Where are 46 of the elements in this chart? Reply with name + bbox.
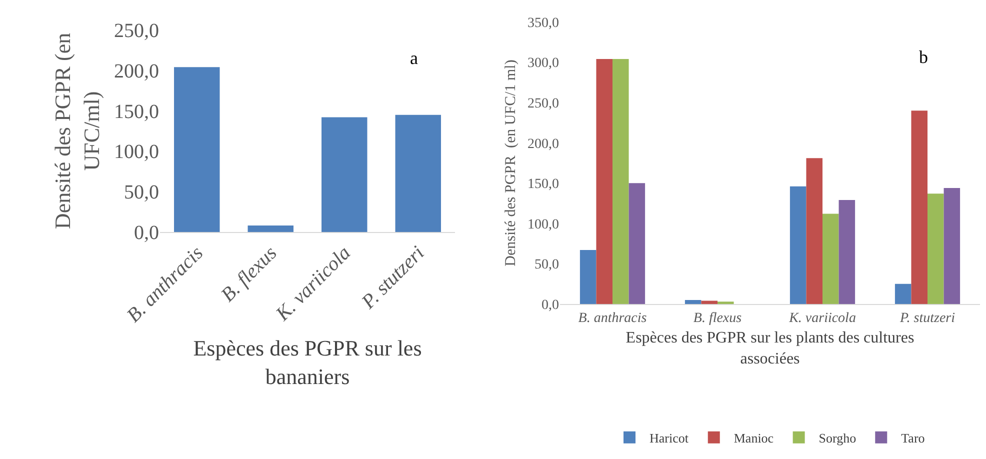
y-axis-title: Densité des PGPR (en UFC/ml) bbox=[50, 32, 104, 230]
y-tick-label: 0,0 bbox=[134, 222, 159, 244]
x-tick-label: P. stutzeri bbox=[899, 310, 956, 326]
y-tick-label: 50,0 bbox=[534, 258, 559, 273]
y-tick-label: 150,0 bbox=[528, 177, 559, 192]
x-tick-label: K. variicola bbox=[788, 310, 856, 326]
bar bbox=[822, 214, 839, 304]
y-tick-label: 200,0 bbox=[114, 60, 159, 82]
bar bbox=[612, 59, 629, 304]
x-axis-title: Espèces des PGPR sur les plants des cultures associées bbox=[626, 330, 914, 368]
y-tick-label: 100,0 bbox=[114, 141, 159, 164]
bar bbox=[838, 200, 856, 304]
legend-label: Manioc bbox=[734, 430, 774, 446]
y-tick-label: 100,0 bbox=[528, 217, 559, 232]
bar bbox=[628, 183, 646, 304]
y-tick-label: 250,0 bbox=[114, 20, 159, 42]
bar bbox=[322, 117, 368, 232]
y-tick-label: 50,0 bbox=[124, 182, 159, 204]
bar bbox=[894, 284, 912, 304]
y-tick-label: 350,0 bbox=[528, 16, 559, 31]
bar bbox=[684, 300, 702, 304]
x-axis-title: Espèces des PGPR sur les bananiers bbox=[193, 336, 422, 390]
y-tick-label: 250,0 bbox=[528, 96, 559, 112]
y-tick-label: 200,0 bbox=[528, 136, 559, 152]
bar bbox=[174, 67, 220, 232]
y-tick-label: 300,0 bbox=[528, 56, 559, 72]
x-tick-label: B. flexus bbox=[693, 310, 742, 326]
y-axis-title: Densité des PGPR (en UFC/1 ml) bbox=[502, 60, 519, 266]
bar bbox=[911, 110, 928, 304]
bar bbox=[596, 59, 612, 304]
bar bbox=[701, 300, 718, 304]
annotation: a bbox=[410, 48, 418, 68]
legend-label: Sorgho bbox=[818, 430, 856, 446]
y-tick-label: 150,0 bbox=[114, 100, 159, 123]
y-tick-label: 0,0 bbox=[542, 298, 559, 313]
bar bbox=[790, 186, 806, 304]
bar bbox=[944, 188, 960, 304]
bar bbox=[248, 226, 294, 232]
x-tick-label: B. anthracis bbox=[578, 310, 648, 326]
annotation: b bbox=[919, 47, 928, 67]
bar bbox=[806, 158, 822, 304]
legend-label: Taro bbox=[901, 430, 925, 446]
bar bbox=[395, 114, 441, 232]
bar bbox=[580, 250, 596, 304]
legend-label: Haricot bbox=[650, 430, 689, 446]
bar bbox=[928, 194, 944, 304]
